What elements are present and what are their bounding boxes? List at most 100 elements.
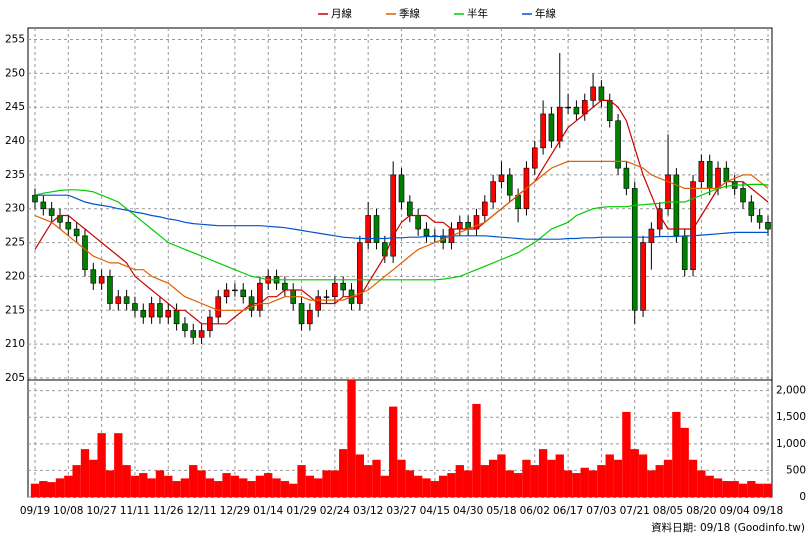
volume-bar — [630, 449, 639, 497]
candle-body — [531, 147, 538, 169]
y-tick-label: 225 — [5, 237, 25, 249]
volume-bar — [39, 481, 48, 497]
candle-body — [390, 174, 396, 257]
candle-body — [365, 215, 371, 243]
volume-bar — [222, 473, 231, 497]
volume-bar — [405, 470, 414, 497]
y-tick-label: 250 — [5, 67, 25, 79]
candle-body — [715, 167, 721, 189]
candle-body — [232, 289, 238, 292]
candle-body — [681, 235, 688, 270]
volume-bar — [730, 481, 739, 497]
candle-body — [506, 174, 513, 196]
candle-body — [307, 309, 313, 325]
candle-body — [415, 215, 421, 230]
volume-bar — [747, 481, 756, 497]
volume-bar — [272, 478, 281, 497]
volume-bar — [563, 470, 573, 497]
x-tick-label: 10/27 — [87, 505, 117, 517]
volume-bar — [180, 478, 190, 497]
candle-body — [756, 215, 763, 223]
volume-bar — [547, 459, 556, 497]
volume-bar — [189, 465, 198, 497]
y-tick-label: 220 — [5, 270, 25, 282]
volume-bar — [430, 481, 439, 497]
x-tick-label: 03/27 — [386, 505, 416, 517]
candle-body — [398, 174, 405, 203]
volume-bar — [139, 473, 148, 497]
candle-body — [340, 282, 346, 291]
candle-body — [490, 181, 496, 203]
candle-body — [223, 289, 230, 298]
legend-label: 年線 — [535, 7, 556, 20]
candle-body — [148, 303, 155, 318]
candle-body — [82, 235, 88, 270]
volume-bar — [197, 470, 206, 497]
x-tick-label: 07/21 — [620, 505, 650, 517]
volume-bar — [114, 433, 123, 497]
candle-body — [65, 221, 72, 230]
volume-bar — [80, 449, 90, 497]
candle-body — [590, 86, 596, 101]
volume-bar — [588, 470, 598, 497]
volume-bar — [239, 478, 248, 497]
y-tick-label: 205 — [5, 372, 25, 384]
volume-bar — [105, 470, 115, 497]
y-tick-label: 210 — [5, 338, 25, 350]
volume-bar — [264, 473, 273, 497]
candle-body — [157, 303, 163, 318]
x-tick-label: 10/08 — [53, 505, 83, 517]
x-tick-label: 04/30 — [453, 505, 483, 517]
x-tick-label: 02/24 — [320, 505, 351, 517]
candle-body — [98, 276, 105, 284]
candle-body — [648, 228, 655, 243]
volume-bar — [314, 478, 323, 497]
y-tick-label: 245 — [5, 101, 25, 113]
footnote: 資料日期: 09/18 (Goodinfo.tw) — [651, 521, 805, 534]
candle-body — [673, 174, 680, 237]
candle-body — [548, 113, 555, 142]
volume-bar — [555, 454, 564, 497]
candle-body — [323, 296, 330, 298]
candle-body — [598, 86, 605, 101]
volume-bar — [538, 449, 548, 497]
candle-body — [257, 282, 263, 311]
candle-body — [198, 330, 205, 338]
candle-body — [540, 113, 546, 149]
volume-bar — [330, 470, 340, 497]
volume-bar — [597, 465, 606, 497]
candle-body — [706, 161, 713, 189]
candle-body — [190, 330, 197, 338]
candle-body — [615, 120, 621, 169]
y-tick-label: 215 — [5, 304, 25, 316]
candle-body — [123, 296, 130, 304]
candle-body — [165, 309, 172, 318]
candle-body — [107, 276, 113, 304]
x-tick-label: 11/26 — [153, 505, 184, 517]
volume-bar — [397, 459, 406, 497]
candle-body — [73, 228, 80, 237]
volume-bar — [755, 483, 764, 497]
y-tick-label: 240 — [5, 135, 25, 147]
volume-bar — [380, 475, 390, 497]
volume-bar — [622, 411, 631, 497]
volume-bar — [472, 403, 481, 497]
volume-bar — [572, 473, 581, 497]
x-tick-label: 09/18 — [753, 505, 783, 517]
volume-bar — [688, 459, 698, 497]
candle-body — [332, 282, 338, 298]
volume-bar — [164, 475, 173, 497]
legend-label: 季線 — [399, 7, 420, 20]
legend-label: 半年 — [467, 7, 488, 20]
candle-body — [90, 269, 97, 284]
y2-tick-label: 500 — [786, 464, 806, 476]
candle-body — [48, 208, 55, 216]
candle-body — [481, 201, 488, 216]
volume-bar — [763, 483, 773, 497]
candle-body — [182, 323, 188, 331]
volume-bar — [97, 433, 106, 497]
candle-body — [723, 167, 730, 182]
volume-bar — [280, 481, 290, 497]
volume-bar — [738, 483, 748, 497]
volume-bar — [247, 481, 256, 497]
